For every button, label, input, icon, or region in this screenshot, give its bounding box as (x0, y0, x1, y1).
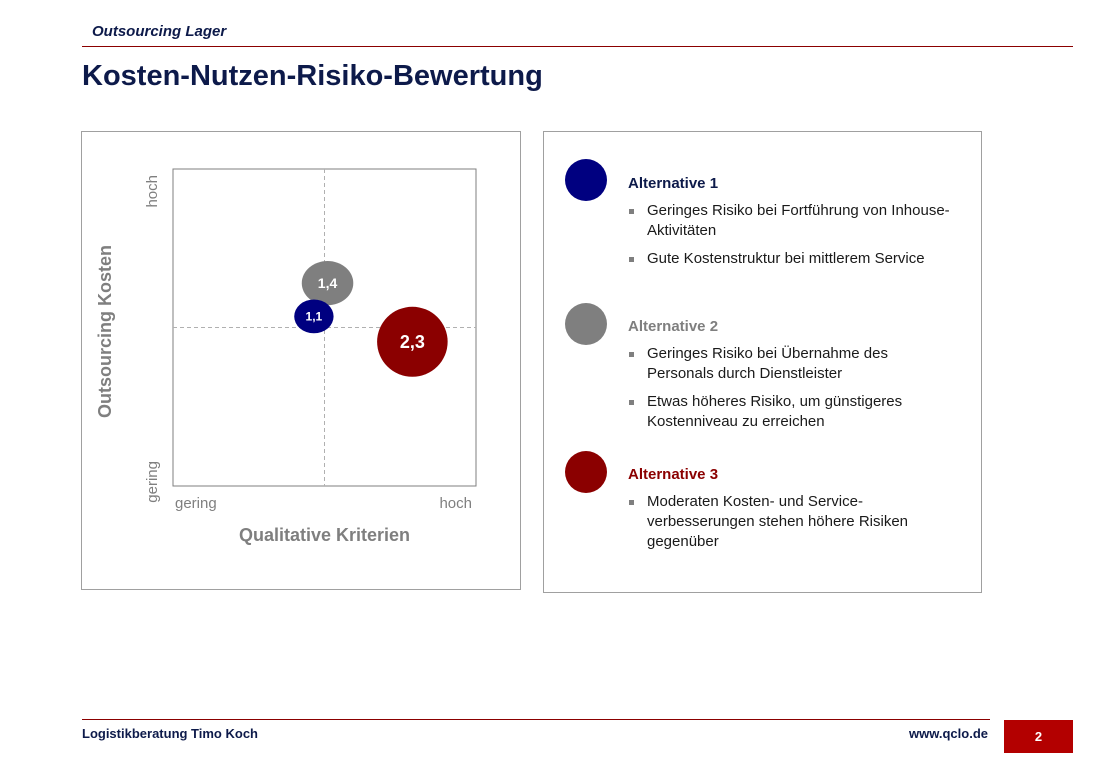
x-tick-low: gering (175, 495, 217, 512)
list-item: Gute Kostenstruktur bei mittlerem Servic… (628, 249, 958, 269)
x-tick-high: hoch (439, 495, 472, 512)
legend-panel: Alternative 1 Geringes Risiko bei Fortfü… (543, 131, 982, 593)
header-subtitle: Outsourcing Lager (92, 23, 227, 40)
alternative-1-title: Alternative 1 (628, 175, 719, 192)
chart-panel: gering hoch hoch gering Qualitative Kriterie… (81, 131, 521, 590)
alternative-3-bullets: Moderaten Kosten- und Service-verbesseru… (628, 492, 958, 560)
list-item: Geringes Risiko bei Fortführung von Inho… (628, 201, 958, 241)
list-item: Moderaten Kosten- und Service-verbesseru… (628, 492, 958, 552)
bubble-label-1: 1,4 (318, 275, 338, 291)
alternative-1-bullets: Geringes Risiko bei Fortführung von Inho… (628, 201, 958, 277)
list-item: Geringes Risiko bei Übernahme des Person… (628, 344, 958, 384)
y-tick-low: gering (144, 461, 161, 503)
page-title: Kosten-Nutzen-Risiko-Bewertung (82, 60, 543, 92)
alternative-3-dot (565, 451, 607, 493)
x-axis-label: Qualitative Kriterien (239, 525, 410, 545)
bubble-2 (294, 299, 334, 334)
footer-rule (82, 719, 990, 720)
alternative-2-title: Alternative 2 (628, 318, 719, 335)
bubble-1 (301, 261, 354, 306)
bubble-label-2: 1,1 (306, 310, 323, 324)
bubble-chart: gering hoch hoch gering Qualitative Kriterie… (95, 168, 477, 545)
alternative-2-bullets: Geringes Risiko bei Übernahme des Person… (628, 344, 958, 440)
page-number: 2 (1004, 720, 1073, 753)
y-tick-high: hoch (144, 175, 161, 208)
footer-website: www.qclo.de (909, 726, 988, 741)
y-axis-label: Outsourcing Kosten (95, 245, 115, 418)
header-rule (82, 46, 1073, 47)
alternative-3-title: Alternative 3 (628, 466, 719, 483)
footer-company: Logistikberatung Timo Koch (82, 726, 258, 741)
alternative-1-dot (565, 159, 607, 201)
list-item: Etwas höheres Risiko, um günstigeres Kos… (628, 392, 958, 432)
bubble-label-3: 2,3 (400, 332, 425, 352)
alternative-2-dot (565, 303, 607, 345)
bubble-3 (377, 306, 448, 377)
